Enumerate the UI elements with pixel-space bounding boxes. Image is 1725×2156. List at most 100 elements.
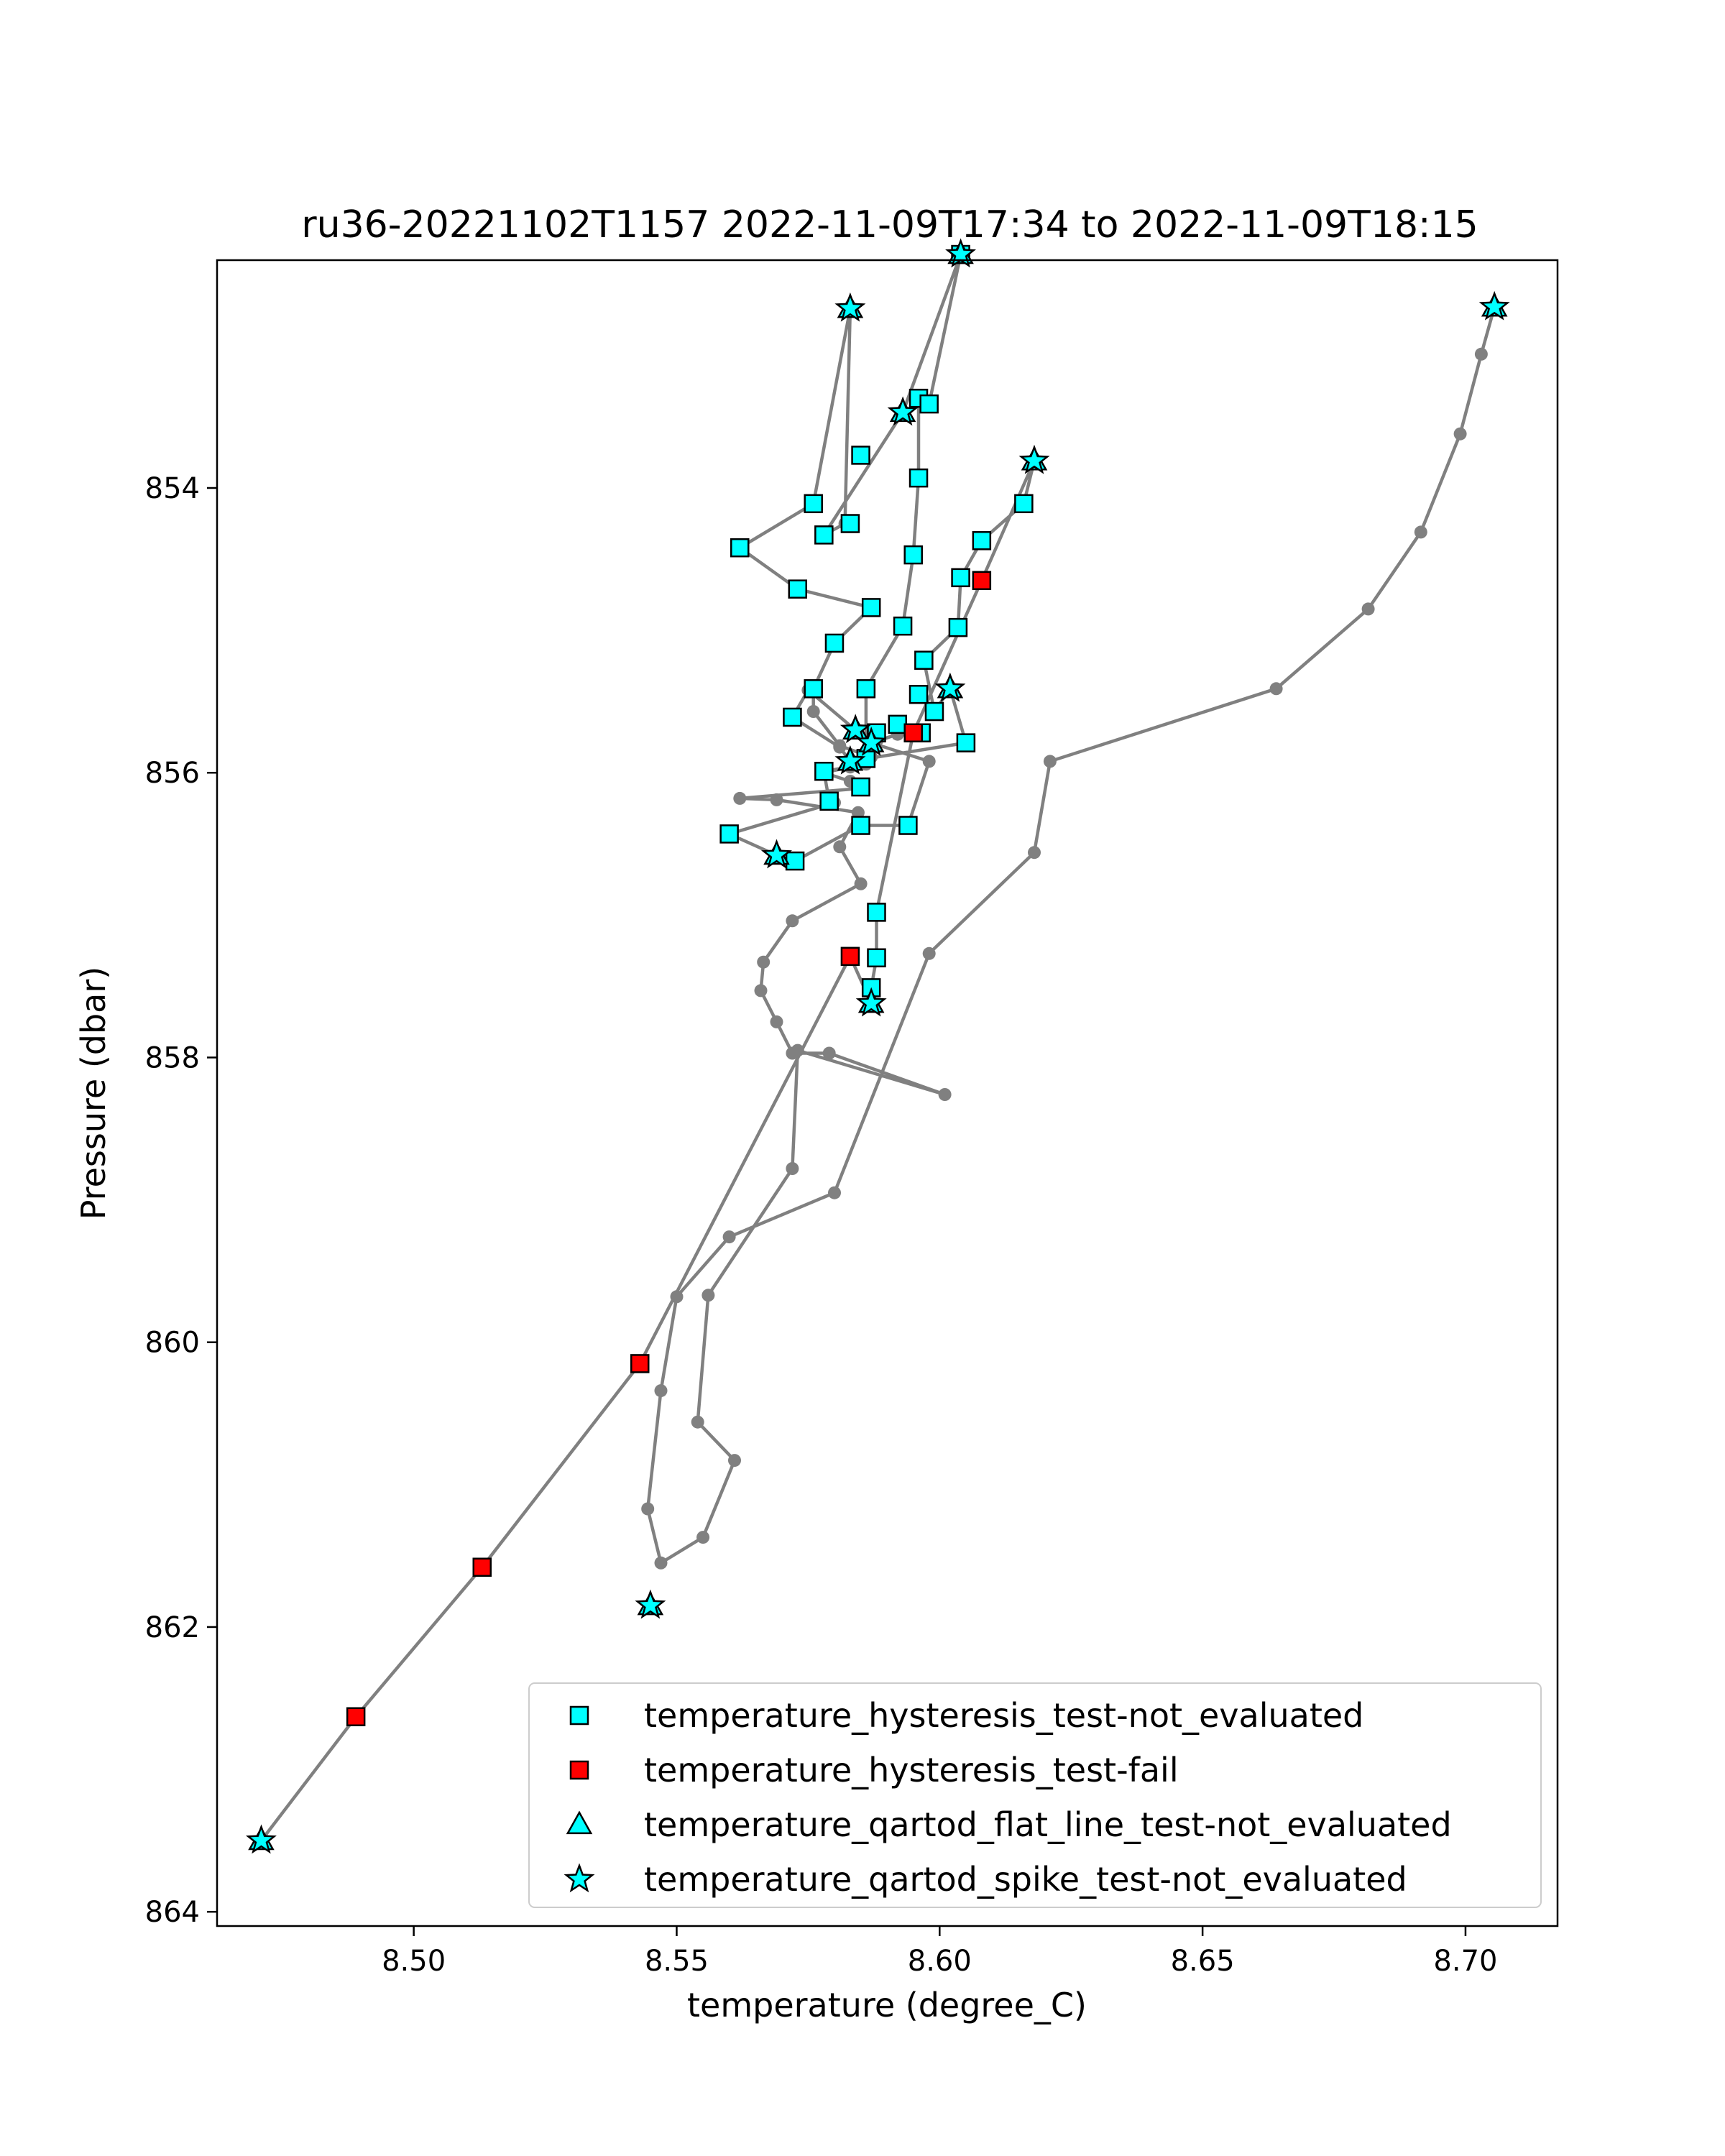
legend-item-temperature-qartod-spike-test-not-evaluated: temperature_qartod_spike_test-not_evalua… bbox=[564, 1860, 1407, 1899]
profile-point bbox=[733, 791, 747, 805]
series-point-star bbox=[760, 839, 793, 869]
profile-point bbox=[1453, 427, 1467, 441]
profile-point bbox=[691, 1415, 704, 1429]
series-point-star bbox=[1018, 444, 1050, 474]
profile-point bbox=[722, 1230, 736, 1244]
series-point-square bbox=[630, 1354, 650, 1373]
profile-point bbox=[1414, 525, 1427, 539]
x-tick-label: 8.65 bbox=[1171, 1945, 1235, 1978]
profile-point bbox=[641, 1502, 655, 1516]
series-point-square bbox=[914, 650, 934, 670]
series-point-square bbox=[840, 514, 860, 533]
series-point-star bbox=[855, 987, 887, 1017]
profile-point bbox=[728, 1454, 741, 1468]
profile-point bbox=[654, 1384, 668, 1398]
profile-point bbox=[922, 946, 936, 960]
y-tick-label: 858 bbox=[145, 1041, 200, 1074]
series-point-square bbox=[951, 568, 970, 588]
series-point-star bbox=[245, 1824, 277, 1854]
legend-label: temperature_qartod_spike_test-not_evalua… bbox=[644, 1860, 1407, 1899]
x-tick-label: 8.55 bbox=[645, 1945, 709, 1978]
x-tick-label: 8.60 bbox=[908, 1945, 972, 1978]
series-point-square bbox=[851, 446, 870, 465]
profile-point bbox=[670, 1290, 684, 1304]
legend-marker-square bbox=[569, 1705, 589, 1726]
series-point-square bbox=[867, 948, 886, 968]
series-point-square bbox=[472, 1557, 492, 1577]
profile-point bbox=[754, 984, 768, 998]
series-point-square bbox=[919, 394, 939, 414]
legend: temperature_hysteresis_test-not_evaluate… bbox=[528, 1682, 1542, 1908]
series-point-star bbox=[934, 672, 966, 702]
legend-marker-triangle bbox=[566, 1810, 593, 1835]
profile-point bbox=[1474, 347, 1488, 361]
series-point-square bbox=[948, 617, 968, 637]
series-point-star bbox=[635, 1589, 666, 1619]
series-point-square bbox=[924, 701, 944, 722]
legend-label: temperature_qartod_flat_line_test-not_ev… bbox=[644, 1805, 1452, 1844]
x-tick-label: 8.50 bbox=[382, 1945, 446, 1978]
series-temperature-hysteresis-test-fail bbox=[346, 571, 992, 1727]
profile-point bbox=[786, 914, 799, 928]
profile-point bbox=[786, 1162, 799, 1175]
series-point-square bbox=[785, 851, 805, 871]
series-point-square bbox=[861, 598, 881, 617]
series-point-square bbox=[814, 525, 834, 545]
series-point-square bbox=[867, 903, 886, 922]
profile-point bbox=[833, 740, 847, 754]
series-point-square bbox=[788, 579, 808, 599]
legend-label: temperature_hysteresis_test-fail bbox=[644, 1751, 1179, 1789]
series-point-square bbox=[908, 468, 929, 488]
series-point-square bbox=[824, 633, 845, 653]
series-point-star bbox=[840, 714, 871, 744]
series-temperature-qartod-spike-test-not-evaluated bbox=[245, 238, 1510, 1854]
series-point-square bbox=[804, 679, 823, 699]
profile-point bbox=[770, 793, 783, 806]
profile-point bbox=[828, 1186, 841, 1199]
series-point-star bbox=[834, 292, 866, 322]
y-axis-label: Pressure (dbar) bbox=[74, 967, 113, 1220]
profile-point bbox=[822, 1046, 836, 1060]
series-point-square bbox=[903, 545, 923, 565]
profile-point bbox=[654, 1556, 668, 1570]
profile-point bbox=[1361, 602, 1375, 616]
series-point-square bbox=[898, 816, 918, 835]
profile-point bbox=[1269, 682, 1283, 696]
series-point-square bbox=[972, 571, 992, 591]
profile-point bbox=[922, 755, 936, 768]
plot-area bbox=[245, 238, 1510, 1854]
series-point-square bbox=[730, 538, 750, 558]
legend-marker-star bbox=[564, 1863, 595, 1893]
profile-point bbox=[757, 955, 770, 969]
series-point-square bbox=[346, 1707, 366, 1727]
series-point-square bbox=[956, 733, 976, 752]
series-point-star bbox=[834, 745, 866, 775]
series-point-square bbox=[851, 777, 870, 797]
profile-point bbox=[786, 1046, 799, 1060]
series-point-star bbox=[887, 396, 919, 426]
legend-label: temperature_hysteresis_test-not_evaluate… bbox=[644, 1696, 1363, 1735]
profile-point bbox=[770, 1015, 783, 1028]
legend-box bbox=[528, 1682, 1542, 1908]
profile-point bbox=[1028, 846, 1041, 860]
series-point-square bbox=[851, 816, 870, 835]
series-point-square bbox=[783, 707, 802, 727]
series-point-square bbox=[840, 946, 860, 967]
series-point-square bbox=[903, 723, 923, 743]
profile-point bbox=[806, 705, 820, 718]
series-point-square bbox=[1014, 494, 1034, 514]
legend-item-temperature-qartod-flat-line-test-not-evaluated: temperature_qartod_flat_line_test-not_ev… bbox=[566, 1805, 1452, 1844]
legend-item-temperature-hysteresis-test-fail: temperature_hysteresis_test-fail bbox=[569, 1751, 1179, 1789]
legend-marker-square bbox=[569, 1760, 589, 1780]
plot-frame bbox=[216, 259, 1559, 1927]
x-axis-label: temperature (degree_C) bbox=[687, 1986, 1087, 2024]
profile-point bbox=[696, 1531, 710, 1544]
series-point-star bbox=[855, 727, 887, 756]
chart-title: ru36-20221102T1157 2022-11-09T17:34 to 2… bbox=[301, 203, 1478, 247]
series-point-square bbox=[972, 531, 992, 550]
y-tick-label: 862 bbox=[145, 1611, 200, 1644]
profile-point bbox=[833, 840, 847, 854]
series-point-square bbox=[893, 616, 913, 636]
profile-point bbox=[851, 806, 865, 819]
